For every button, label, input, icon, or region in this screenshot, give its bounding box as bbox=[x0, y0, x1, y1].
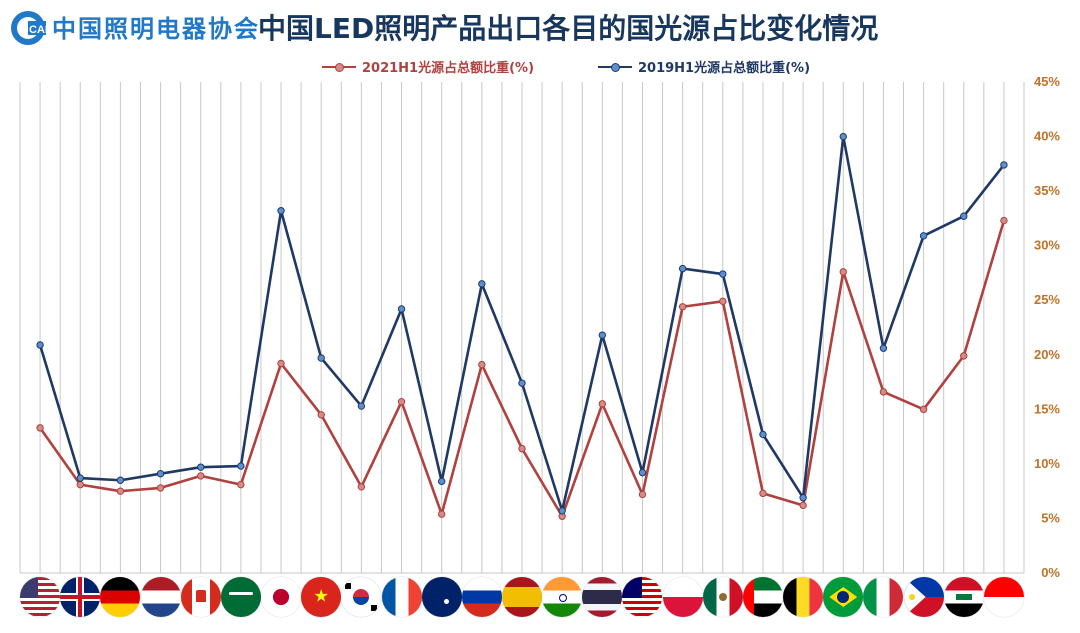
legend-swatch-2021 bbox=[322, 62, 356, 72]
legend-swatch-2019 bbox=[598, 62, 632, 72]
data-point-2019 bbox=[237, 462, 245, 470]
data-point-2019 bbox=[277, 207, 285, 215]
y-tick-label: 25% bbox=[1034, 292, 1060, 307]
flag-kr-icon bbox=[341, 577, 382, 617]
data-point-2021 bbox=[879, 388, 888, 396]
y-tick-label: 5% bbox=[1041, 510, 1060, 525]
data-point-2021 bbox=[116, 487, 125, 495]
chart-title: 中国LED照明产品出口各目的国光源占比变化情况 bbox=[258, 12, 879, 45]
logo-text: CALI bbox=[29, 24, 46, 36]
data-point-2021 bbox=[759, 489, 767, 498]
data-point-2021 bbox=[518, 444, 526, 453]
y-tick-label: 30% bbox=[1034, 238, 1060, 253]
data-point-2019 bbox=[839, 132, 847, 141]
legend-label-2019: 2019H1光源占总额比重(%) bbox=[638, 61, 811, 76]
flag-pl-icon bbox=[662, 577, 703, 617]
data-point-2019 bbox=[678, 264, 687, 273]
data-point-2021 bbox=[197, 472, 205, 480]
data-point-2021 bbox=[237, 480, 245, 489]
data-point-2021 bbox=[678, 303, 687, 311]
data-point-2021 bbox=[156, 484, 165, 492]
data-point-2021 bbox=[839, 268, 847, 276]
flag-it-icon bbox=[863, 577, 904, 617]
data-point-2019 bbox=[719, 270, 727, 278]
legend-item-2019: 2019H1光源占总额比重(%) bbox=[598, 57, 810, 76]
data-point-2019 bbox=[960, 212, 968, 220]
data-point-2021 bbox=[799, 501, 807, 510]
data-point-2021 bbox=[357, 483, 366, 491]
data-point-2019 bbox=[116, 476, 125, 484]
data-point-2019 bbox=[759, 430, 767, 439]
data-point-2021 bbox=[598, 400, 607, 408]
flag-ru-icon bbox=[461, 577, 502, 617]
data-point-2019 bbox=[558, 507, 566, 515]
y-tick-label: 20% bbox=[1034, 347, 1060, 362]
data-point-2019 bbox=[478, 280, 486, 288]
flag-my-icon bbox=[622, 577, 663, 617]
flag-gb-icon bbox=[60, 577, 101, 617]
data-point-2021 bbox=[638, 490, 647, 499]
y-tick-label: 0% bbox=[1041, 565, 1060, 580]
data-point-2021 bbox=[36, 424, 44, 432]
data-point-2019 bbox=[518, 379, 526, 387]
data-point-2019 bbox=[1000, 161, 1008, 169]
flag-mx-icon bbox=[702, 577, 743, 617]
flag-iq-icon bbox=[943, 577, 984, 617]
data-point-2019 bbox=[36, 341, 44, 349]
data-point-2021 bbox=[719, 297, 727, 306]
flag-de-icon bbox=[100, 577, 141, 617]
data-point-2019 bbox=[638, 468, 647, 477]
flag-vn-icon bbox=[301, 577, 342, 617]
flag-be-icon bbox=[783, 577, 824, 617]
flag-jp-icon bbox=[261, 577, 302, 617]
data-point-2019 bbox=[317, 354, 325, 362]
data-point-2021 bbox=[919, 405, 928, 414]
data-point-2019 bbox=[156, 470, 165, 478]
legend-item-2021: 2021H1光源占总额比重(%) bbox=[322, 57, 534, 76]
data-point-2021 bbox=[277, 359, 285, 368]
flag-id-icon bbox=[983, 577, 1024, 617]
data-point-2019 bbox=[357, 402, 366, 410]
flag-br-icon bbox=[823, 577, 864, 617]
data-point-2021 bbox=[437, 510, 446, 518]
data-point-2019 bbox=[397, 305, 406, 313]
flag-ca-icon bbox=[180, 577, 221, 617]
y-tick-label: 10% bbox=[1034, 456, 1060, 471]
data-point-2019 bbox=[799, 494, 807, 502]
y-tick-label: 15% bbox=[1034, 401, 1060, 416]
header: CALI 中国照明电器协会 中国LED照明产品出口各目的国光源占比变化情况 bbox=[0, 0, 1080, 52]
data-point-2021 bbox=[960, 352, 968, 360]
data-point-2021 bbox=[397, 397, 406, 406]
data-point-2019 bbox=[437, 477, 446, 486]
flag-fr-icon bbox=[381, 577, 422, 617]
flag-in-icon bbox=[542, 577, 583, 617]
data-point-2021 bbox=[1000, 216, 1008, 225]
flag-nl-icon bbox=[140, 577, 181, 617]
flag-es-icon bbox=[502, 577, 542, 617]
flag-th-icon bbox=[582, 577, 623, 617]
y-tick-label: 45% bbox=[1034, 74, 1060, 89]
flag-sa-icon bbox=[220, 577, 261, 617]
data-point-2019 bbox=[76, 474, 84, 482]
flag-au-icon bbox=[421, 577, 462, 617]
data-point-2021 bbox=[478, 360, 486, 369]
org-name: 中国照明电器协会 bbox=[52, 14, 260, 43]
legend: 2021H1光源占总额比重(%) 2019H1光源占总额比重(%) bbox=[0, 57, 1080, 77]
data-point-2021 bbox=[317, 411, 325, 419]
flag-ae-icon bbox=[742, 577, 783, 617]
data-point-2019 bbox=[879, 344, 888, 352]
data-point-2021 bbox=[76, 480, 84, 489]
y-tick-label: 35% bbox=[1034, 183, 1060, 198]
data-point-2019 bbox=[197, 463, 205, 471]
cali-logo-icon: CALI bbox=[11, 11, 46, 45]
legend-label-2021: 2021H1光源占总额比重(%) bbox=[362, 61, 535, 76]
data-point-2019 bbox=[919, 232, 928, 240]
flag-us-icon bbox=[20, 577, 61, 617]
flag-ph-icon bbox=[903, 577, 944, 617]
data-point-2019 bbox=[598, 331, 607, 339]
y-tick-label: 40% bbox=[1034, 129, 1060, 144]
